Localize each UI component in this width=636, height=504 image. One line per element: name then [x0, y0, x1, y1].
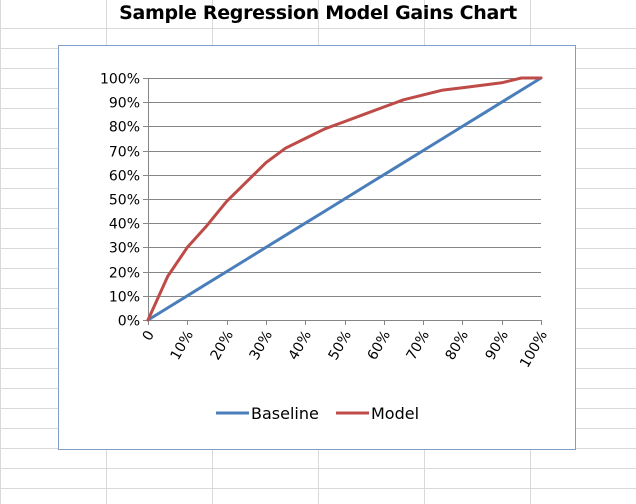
gains-chart: 0%10%20%30%40%50%60%70%80%90%100%0 10% 20%… — [100, 72, 551, 424]
x-tick-label: 10% — [168, 328, 197, 363]
y-tick-label: 0% — [118, 314, 140, 330]
x-tick-label: 40% — [286, 328, 315, 363]
y-tick-label: 100% — [100, 72, 140, 88]
x-tick-label: 50% — [326, 328, 355, 363]
chart-title: Sample Regression Model Gains Chart — [119, 2, 517, 24]
legend-label-model: Model — [371, 404, 419, 423]
x-tick-label: 70% — [404, 328, 433, 363]
x-tick-label: 30% — [247, 328, 276, 363]
y-tick-label: 90% — [109, 96, 140, 112]
chart-area: 0% 10% 20% 30% 40% 50% 60% 70% 80% 90% 100% 0 10% 20%… — [58, 45, 576, 450]
y-tick-label: 10% — [109, 290, 140, 306]
y-tick-label: 20% — [109, 266, 140, 282]
series-line-baseline — [146, 76, 543, 322]
x-tick-label: 80% — [443, 328, 472, 363]
series-line-model — [146, 76, 543, 322]
y-tick-label: 30% — [109, 241, 140, 257]
x-tick-label: 90% — [483, 328, 512, 363]
x-tick-label: 60% — [365, 328, 394, 363]
y-tick-label: 50% — [109, 193, 140, 209]
x-tick-label: 20% — [208, 328, 237, 363]
x-tick-label: 100% — [517, 328, 551, 371]
legend-label-baseline: Baseline — [251, 404, 319, 423]
y-tick-label: 80% — [109, 120, 140, 136]
y-tick-label: 60% — [109, 169, 140, 185]
y-tick-label: 40% — [109, 217, 140, 233]
x-tick-label: 0 — [140, 328, 158, 344]
y-tick-label: 70% — [109, 145, 140, 161]
